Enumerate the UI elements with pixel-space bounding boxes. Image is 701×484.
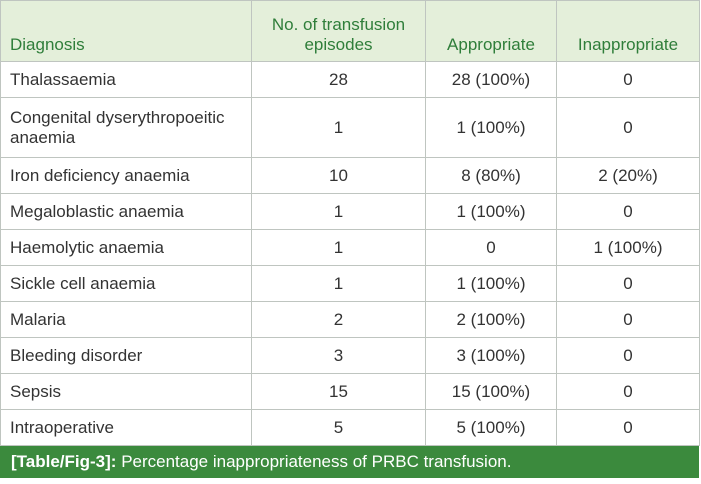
table-row: Megaloblastic anaemia 1 1 (100%) 0 [0,193,700,230]
caption-text: Percentage inappropriateness of PRBC tra… [121,452,512,471]
cell-inappropriate: 0 [556,61,700,98]
cell-episodes: 3 [251,337,426,374]
cell-inappropriate: 0 [556,97,700,158]
header-episodes: No. of transfusion episodes [251,0,426,62]
cell-inappropriate: 0 [556,409,700,446]
cell-inappropriate: 0 [556,193,700,230]
cell-appropriate: 0 [425,229,557,266]
cell-diagnosis: Sickle cell anaemia [0,265,252,302]
cell-inappropriate: 1 (100%) [556,229,700,266]
transfusion-table: Diagnosis No. of transfusion episodes Ap… [0,0,700,446]
cell-inappropriate: 0 [556,301,700,338]
table-row: Malaria 2 2 (100%) 0 [0,301,700,338]
caption-tag: [Table/Fig-3]: [11,452,117,471]
cell-episodes: 1 [251,229,426,266]
cell-appropriate: 1 (100%) [425,265,557,302]
cell-episodes: 1 [251,265,426,302]
header-row: Diagnosis No. of transfusion episodes Ap… [0,0,700,62]
cell-appropriate: 1 (100%) [425,193,557,230]
cell-diagnosis: Congenital dyserythropoeitic anaemia [0,97,252,158]
cell-episodes: 28 [251,61,426,98]
cell-inappropriate: 0 [556,265,700,302]
table-row: Haemolytic anaemia 1 0 1 (100%) [0,229,700,266]
table-row: Thalassaemia 28 28 (100%) 0 [0,61,700,98]
cell-appropriate: 28 (100%) [425,61,557,98]
table-row: Bleeding disorder 3 3 (100%) 0 [0,337,700,374]
table-row: Congenital dyserythropoeitic anaemia 1 1… [0,97,700,158]
table-row: Sepsis 15 15 (100%) 0 [0,373,700,410]
cell-episodes: 15 [251,373,426,410]
cell-diagnosis: Iron deficiency anaemia [0,157,252,194]
cell-appropriate: 15 (100%) [425,373,557,410]
cell-diagnosis: Intraoperative [0,409,252,446]
table-row: Sickle cell anaemia 1 1 (100%) 0 [0,265,700,302]
cell-diagnosis: Sepsis [0,373,252,410]
cell-diagnosis: Megaloblastic anaemia [0,193,252,230]
cell-diagnosis: Malaria [0,301,252,338]
header-diagnosis: Diagnosis [0,0,252,62]
cell-diagnosis: Haemolytic anaemia [0,229,252,266]
table-row: Intraoperative 5 5 (100%) 0 [0,409,700,446]
cell-appropriate: 5 (100%) [425,409,557,446]
cell-episodes: 2 [251,301,426,338]
cell-episodes: 5 [251,409,426,446]
cell-diagnosis: Thalassaemia [0,61,252,98]
cell-appropriate: 1 (100%) [425,97,557,158]
cell-appropriate: 3 (100%) [425,337,557,374]
table-caption: [Table/Fig-3]: Percentage inappropriaten… [0,446,699,478]
cell-inappropriate: 2 (20%) [556,157,700,194]
cell-episodes: 10 [251,157,426,194]
table-row: Iron deficiency anaemia 10 8 (80%) 2 (20… [0,157,700,194]
cell-appropriate: 8 (80%) [425,157,557,194]
header-appropriate: Appropriate [425,0,557,62]
cell-episodes: 1 [251,193,426,230]
cell-inappropriate: 0 [556,337,700,374]
cell-diagnosis: Bleeding disorder [0,337,252,374]
cell-appropriate: 2 (100%) [425,301,557,338]
cell-episodes: 1 [251,97,426,158]
header-inappropriate: Inappropriate [556,0,700,62]
cell-inappropriate: 0 [556,373,700,410]
